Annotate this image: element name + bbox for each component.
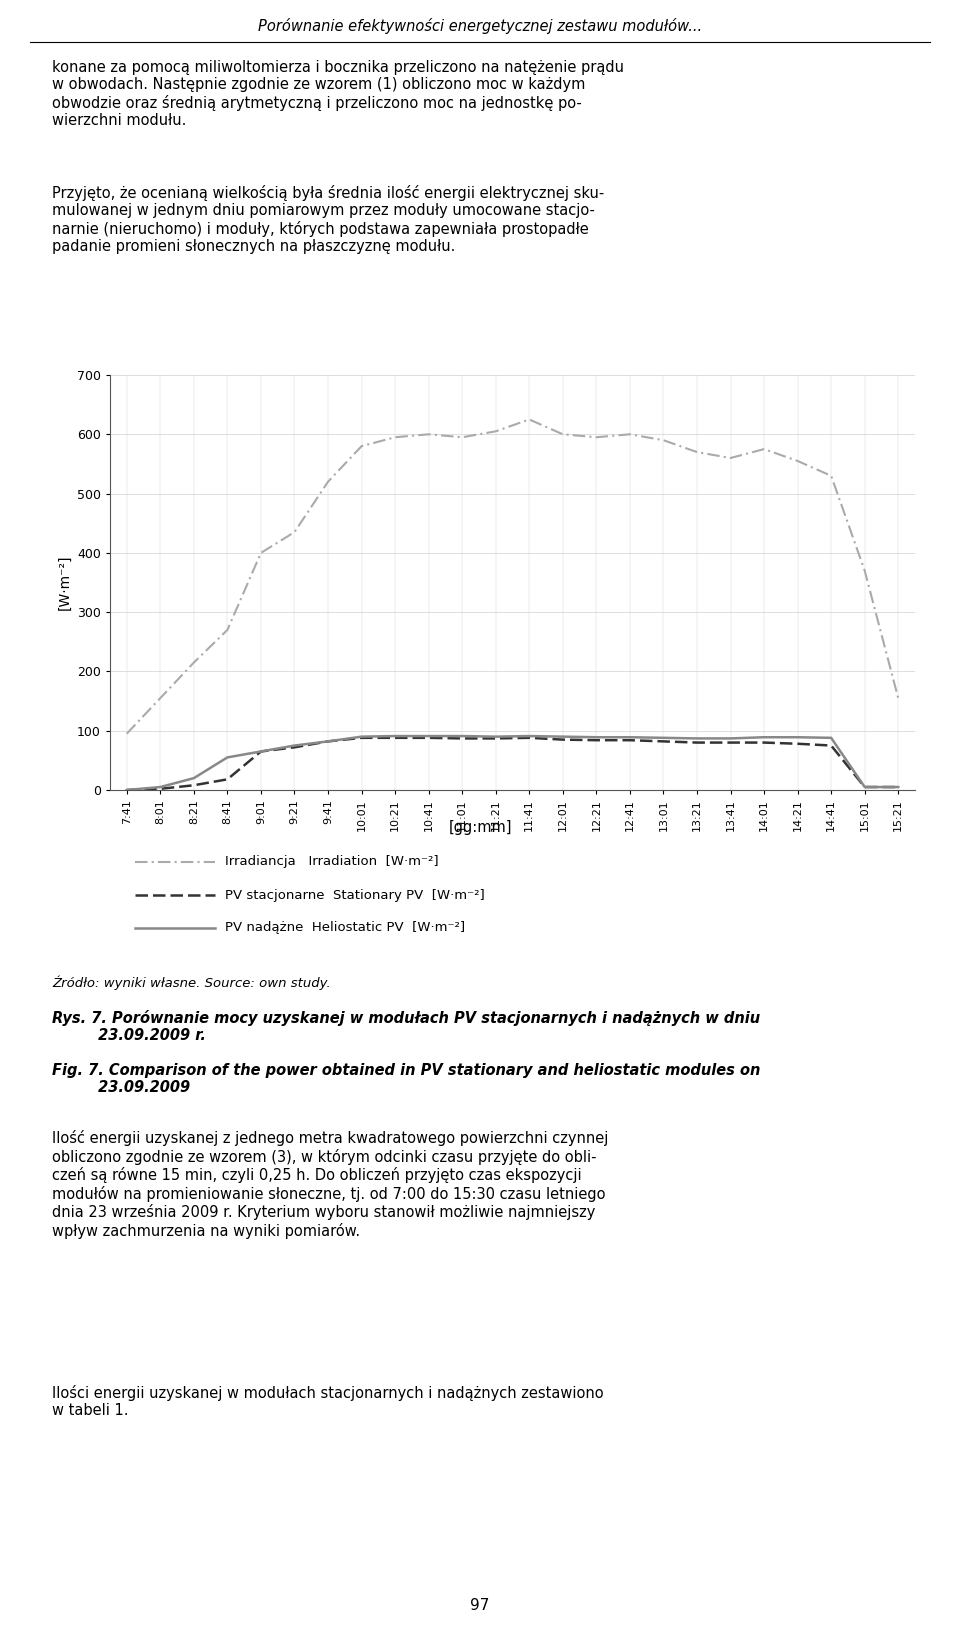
Text: [gg:mm]: [gg:mm] (448, 820, 512, 834)
Text: Źródło: wyniki własne. Source: own study.: Źródło: wyniki własne. Source: own study… (52, 975, 331, 990)
Text: Porównanie efektywności energetycznej zestawu modułów...: Porównanie efektywności energetycznej ze… (258, 18, 702, 34)
Text: Irradiancja   Irradiation  [W·m⁻²]: Irradiancja Irradiation [W·m⁻²] (225, 856, 439, 869)
Text: Ilości energii uzyskanej w modułach stacjonarnych i nadążnych zestawiono
w tabel: Ilości energii uzyskanej w modułach stac… (52, 1386, 604, 1418)
Text: 97: 97 (470, 1598, 490, 1613)
Text: PV stacjonarne  Stationary PV  [W·m⁻²]: PV stacjonarne Stationary PV [W·m⁻²] (225, 888, 485, 901)
Y-axis label: [W·m⁻²]: [W·m⁻²] (58, 555, 71, 610)
Text: PV nadążne  Heliostatic PV  [W·m⁻²]: PV nadążne Heliostatic PV [W·m⁻²] (225, 921, 466, 934)
Text: Przyjęto, że ocenianą wielkością była średnia ilość energii elektrycznej sku-
mu: Przyjęto, że ocenianą wielkością była śr… (52, 185, 604, 255)
Text: konane za pomocą miliwoltomierza i bocznika przeliczono na natężenie prądu
w obw: konane za pomocą miliwoltomierza i boczn… (52, 61, 624, 128)
Text: Fig. 7. Comparison of the power obtained in PV stationary and heliostatic module: Fig. 7. Comparison of the power obtained… (52, 1063, 760, 1096)
Text: Ilość energii uzyskanej z jednego metra kwadratowego powierzchni czynnej
obliczo: Ilość energii uzyskanej z jednego metra … (52, 1130, 609, 1238)
Text: Rys. 7. Porównanie mocy uzyskanej w modułach PV stacjonarnych i nadążnych w dniu: Rys. 7. Porównanie mocy uzyskanej w modu… (52, 1009, 760, 1044)
